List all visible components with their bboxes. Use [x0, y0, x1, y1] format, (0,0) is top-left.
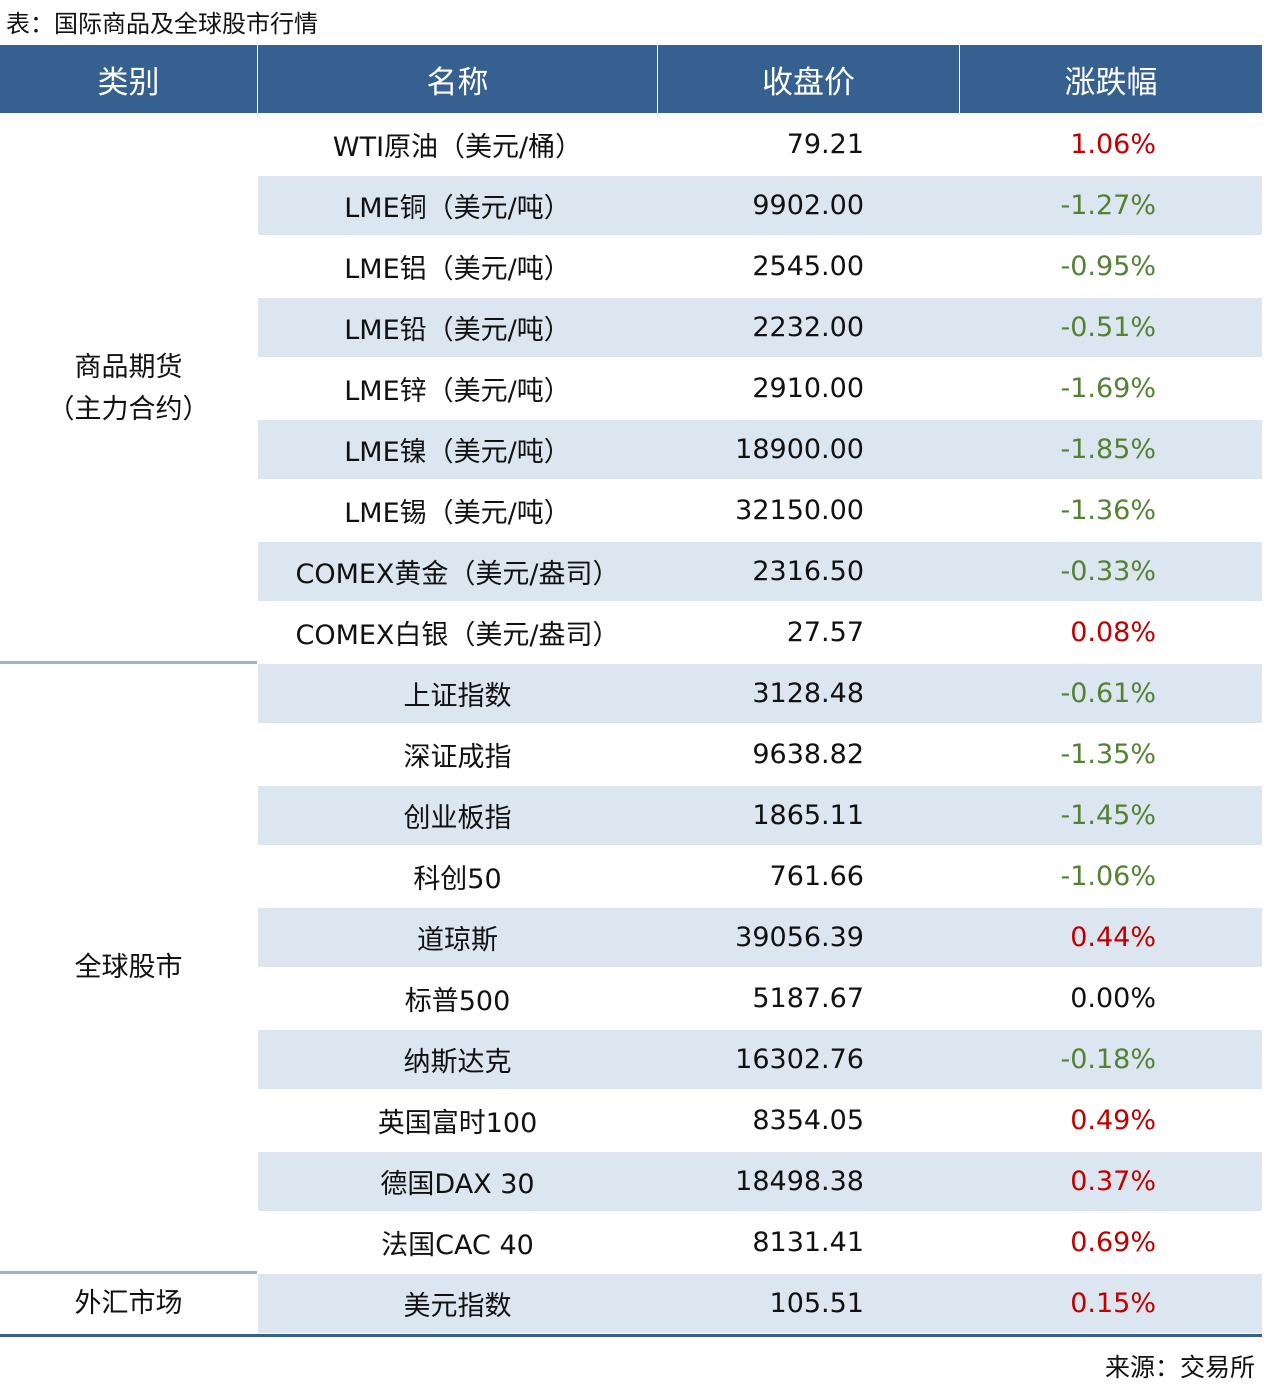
change-cell: -1.35%: [1060, 739, 1156, 770]
price-cell: 105.51: [769, 1288, 864, 1319]
change-cell: -0.61%: [1060, 678, 1156, 709]
group-divider: [0, 661, 257, 664]
name-cell: LME铜（美元/吨）: [344, 193, 571, 224]
name-cell: 道琼斯: [417, 925, 498, 956]
category-cell: 外汇市场: [0, 1274, 257, 1333]
bottom-rule: [0, 1334, 1262, 1337]
category-line: （主力合约）: [47, 393, 210, 425]
category-cell: 全球股市: [0, 664, 257, 1272]
category-line: 全球股市: [74, 952, 183, 984]
row-bg: [258, 786, 1262, 845]
row-bg: [258, 481, 1262, 540]
change-cell: -1.69%: [1060, 373, 1156, 404]
price-cell: 16302.76: [735, 1044, 864, 1075]
price-cell: 2545.00: [752, 251, 864, 282]
header-cell: 收盘价: [658, 45, 959, 113]
change-cell: 0.37%: [1070, 1166, 1156, 1197]
name-cell: COMEX白银（美元/盎司）: [295, 620, 620, 651]
name-cell: 科创50: [413, 864, 502, 895]
name-cell: 法国CAC 40: [381, 1230, 534, 1261]
change-cell: 0.00%: [1070, 983, 1156, 1014]
price-cell: 18900.00: [735, 434, 864, 465]
row-bg: [258, 237, 1262, 296]
name-cell: 美元指数: [403, 1291, 512, 1322]
row-bg: [258, 847, 1262, 906]
price-cell: 761.66: [769, 861, 864, 892]
name-cell: 纳斯达克: [403, 1047, 512, 1078]
price-cell: 79.21: [786, 129, 864, 160]
row-bg: [258, 298, 1262, 357]
header-cell: 涨跌幅: [960, 45, 1262, 113]
row-bg: [258, 359, 1262, 418]
change-cell: -1.85%: [1060, 434, 1156, 465]
price-cell: 8354.05: [752, 1105, 864, 1136]
name-cell: LME锡（美元/吨）: [344, 498, 571, 529]
name-cell: COMEX黄金（美元/盎司）: [295, 559, 620, 590]
price-cell: 2316.50: [752, 556, 864, 587]
name-cell: 标普500: [404, 986, 511, 1017]
row-bg: [258, 1274, 1262, 1333]
change-cell: -0.33%: [1060, 556, 1156, 587]
row-bg: [258, 1152, 1262, 1211]
row-bg: [258, 1091, 1262, 1150]
change-cell: 0.69%: [1070, 1227, 1156, 1258]
change-cell: 0.49%: [1070, 1105, 1156, 1136]
price-cell: 9638.82: [752, 739, 864, 770]
name-cell: LME锌（美元/吨）: [344, 376, 571, 407]
change-cell: 0.08%: [1070, 617, 1156, 648]
name-cell: 英国富时100: [377, 1108, 538, 1139]
table-title: 表：国际商品及全球股市行情: [6, 10, 318, 38]
name-cell: LME铝（美元/吨）: [344, 254, 571, 285]
header-cell: 名称: [258, 45, 657, 113]
name-cell: LME铅（美元/吨）: [344, 315, 571, 346]
name-cell: 深证成指: [403, 742, 512, 773]
price-cell: 9902.00: [752, 190, 864, 221]
price-cell: 8131.41: [752, 1227, 864, 1258]
price-cell: 18498.38: [735, 1166, 864, 1197]
price-cell: 5187.67: [752, 983, 864, 1014]
category-line: 外汇市场: [74, 1287, 183, 1319]
row-bg: [258, 908, 1262, 967]
group-divider: [0, 1271, 257, 1274]
change-cell: -0.51%: [1060, 312, 1156, 343]
change-cell: 1.06%: [1070, 129, 1156, 160]
row-bg: [258, 542, 1262, 601]
row-bg: [258, 1213, 1262, 1272]
price-cell: 3128.48: [752, 678, 864, 709]
row-bg: [258, 725, 1262, 784]
change-cell: -1.45%: [1060, 800, 1156, 831]
price-cell: 2910.00: [752, 373, 864, 404]
price-cell: 39056.39: [735, 922, 864, 953]
change-cell: -0.95%: [1060, 251, 1156, 282]
category-line: 商品期货: [74, 351, 183, 383]
change-cell: -0.18%: [1060, 1044, 1156, 1075]
name-cell: 德国DAX 30: [380, 1169, 535, 1200]
price-cell: 32150.00: [735, 495, 864, 526]
row-bg: [258, 420, 1262, 479]
name-cell: WTI原油（美元/桶）: [332, 132, 583, 163]
name-cell: 创业板指: [403, 803, 512, 834]
category-cell: 商品期货 （主力合约）: [0, 115, 257, 662]
row-bg: [258, 603, 1262, 662]
row-bg: [258, 664, 1262, 723]
price-cell: 2232.00: [752, 312, 864, 343]
name-cell: LME镍（美元/吨）: [344, 437, 571, 468]
name-cell: 上证指数: [403, 681, 512, 712]
row-bg: [258, 1030, 1262, 1089]
change-cell: -1.27%: [1060, 190, 1156, 221]
row-bg: [258, 115, 1262, 174]
price-cell: 27.57: [786, 617, 864, 648]
header-cell: 类别: [0, 45, 257, 113]
price-cell: 1865.11: [752, 800, 864, 831]
change-cell: 0.44%: [1070, 922, 1156, 953]
change-cell: -1.06%: [1060, 861, 1156, 892]
row-bg: [258, 176, 1262, 235]
source-note: 来源：交易所: [1104, 1353, 1255, 1382]
change-cell: 0.15%: [1070, 1288, 1156, 1319]
change-cell: -1.36%: [1060, 495, 1156, 526]
row-bg: [258, 969, 1262, 1028]
